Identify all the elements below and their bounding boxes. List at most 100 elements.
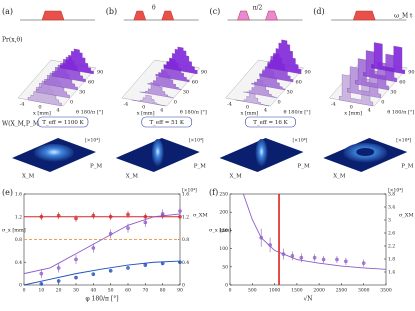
data-point — [321, 257, 326, 262]
tick-label: 90 — [201, 70, 207, 76]
y-tick-label: 0.8 — [15, 237, 22, 243]
teff-box — [245, 116, 296, 128]
data-point — [143, 220, 148, 225]
x-tick-label: 50 — [108, 288, 114, 294]
y-tick-label: 0 — [19, 283, 22, 289]
data-point — [361, 261, 366, 266]
y-tick-label: 100 — [219, 246, 228, 252]
y2-axis-label: σ_XM — [399, 213, 414, 219]
y2-tick-label: 0.8 — [182, 237, 189, 243]
y-tick-label: 150 — [219, 228, 228, 234]
axis-label: Pr(x,θ) — [2, 37, 23, 44]
tick-label: 60 — [296, 80, 302, 86]
tick-label: 0 — [174, 100, 177, 106]
x-tick-label: 20 — [56, 288, 62, 294]
axis-label: X_M — [22, 174, 35, 180]
tick-label: -4 — [20, 102, 25, 108]
teff-label: T_eff = 51 K — [149, 120, 184, 126]
y2-tick-label: 2.2 — [388, 244, 395, 250]
axis-label: θ 180/π [°] — [76, 110, 103, 116]
axis-label: P_M — [401, 164, 413, 170]
y2-tick-label: 3.8 — [388, 192, 395, 198]
data-point — [56, 266, 61, 270]
y-tick-label: 0 — [225, 283, 228, 289]
tick-label: 30 — [183, 90, 189, 96]
teff-label: T_eff = 1100 K — [42, 120, 84, 126]
hist-slice — [363, 50, 397, 83]
axis-label: X_M — [126, 174, 139, 180]
tick-label: -4 — [331, 102, 336, 108]
y2-tick-label: 1.2 — [182, 214, 189, 220]
data-point — [108, 268, 113, 273]
hist-slice — [267, 39, 302, 75]
axis-label: X_M — [230, 174, 243, 180]
x-tick-label: 0 — [23, 288, 26, 294]
y-tick-label: 1.6 — [15, 192, 22, 198]
tick-label: 4 — [368, 108, 371, 114]
pulse — [161, 10, 175, 21]
x-axis-label: √N — [303, 296, 312, 303]
axis-label: θ 180/π [°] — [284, 110, 311, 116]
panel-label: (e) — [2, 188, 13, 197]
tick-label: 0 — [70, 100, 73, 106]
data-point — [299, 255, 304, 260]
tick-label: 30 — [79, 90, 85, 96]
plot-frame — [229, 193, 387, 286]
data-point — [39, 282, 44, 286]
x-tick-label: 1000 — [269, 288, 281, 294]
data-point — [143, 263, 148, 267]
y-tick-label: 1.2 — [15, 214, 22, 220]
tick-label: 60 — [399, 80, 405, 86]
data-point — [312, 255, 317, 260]
data-point — [178, 209, 182, 213]
data-point — [91, 246, 96, 250]
x-tick-label: 2500 — [336, 288, 348, 294]
x-tick-label: 3000 — [358, 288, 370, 294]
y2-tick-label: 0 — [182, 283, 185, 289]
data-point — [344, 259, 348, 264]
x-tick-label: 80 — [160, 288, 166, 294]
pulse — [133, 10, 147, 21]
tick-label: -4 — [123, 102, 128, 108]
tick-label: 90 — [305, 70, 311, 76]
y2-tick-label: 2.6 — [388, 231, 395, 237]
multiplier: [×10⁴] — [85, 138, 100, 144]
axis-label: P_M — [90, 164, 102, 170]
data-point — [126, 266, 130, 270]
x-tick-label: 2000 — [313, 288, 325, 294]
pulse-label: π/2 — [253, 5, 263, 12]
x-tick-label: 500 — [248, 288, 257, 294]
axis-label: x [mm] — [344, 111, 362, 117]
x-tick-label: 70 — [142, 288, 148, 294]
axis-label: P_M — [298, 164, 310, 170]
x-tick-label: 10 — [38, 288, 44, 294]
multiplier: [×10⁴] — [189, 138, 204, 144]
y2-tick-label: 3 — [388, 218, 391, 224]
x-tick-label: 0 — [229, 288, 232, 294]
pulse — [41, 10, 65, 21]
panel-label: (c) — [210, 7, 221, 16]
wigner-peak — [151, 139, 164, 167]
multiplier: [×10⁴] — [396, 138, 411, 144]
y2-tick-label: 1.6 — [182, 192, 189, 198]
tick-label: 30 — [390, 90, 396, 96]
panel-label: (b) — [106, 7, 117, 16]
wigner-peak — [255, 139, 268, 167]
axis-label: θ 180/π [°] — [387, 110, 414, 116]
y2-tick-label: 1.8 — [388, 257, 395, 263]
data-point — [74, 216, 78, 221]
tick-label: 0 — [350, 105, 353, 111]
teff-label: T_eff = 16 K — [253, 120, 288, 126]
tick-label: 0 — [278, 100, 281, 106]
hist-slice — [163, 46, 198, 75]
tick-label: 60 — [192, 80, 198, 86]
data-point — [56, 279, 61, 283]
axis-label: θ 180/π [°] — [180, 110, 207, 116]
data-line — [23, 213, 181, 275]
teff-box — [141, 116, 193, 128]
x-tick-label: 1500 — [291, 288, 303, 294]
axis-label: X_M — [333, 174, 346, 180]
data-point — [91, 272, 96, 277]
tick-label: 4 — [160, 108, 163, 114]
